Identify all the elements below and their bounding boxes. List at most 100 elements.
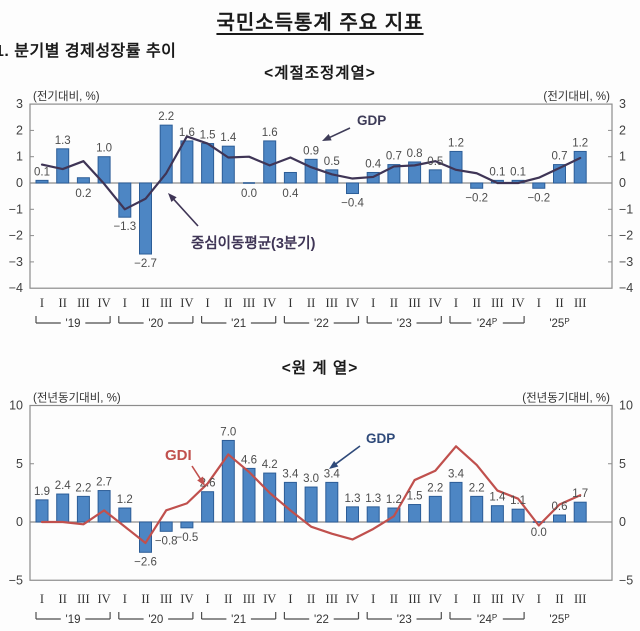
y-tick-label: −4 [9,281,23,295]
ma-label-arrowhead [168,193,177,203]
year-label: '20 [148,318,163,330]
gdp-bar [221,145,235,184]
quarter-label: I [123,592,127,606]
y-tick-label: 0 [619,176,626,190]
y-tick-label: 10 [9,399,23,413]
value-label: 2.2 [158,111,174,123]
value-label: 0.9 [303,145,319,157]
value-label: 1.3 [345,493,361,505]
year-label: '21 [231,614,246,626]
quarter-label: I [537,592,541,606]
y-tick-label: 5 [619,457,626,471]
value-label: 0.1 [510,166,526,178]
gdp-bar [180,140,194,184]
quarter-label: III [491,296,504,310]
quarter-label: III [77,592,90,606]
y-tick-label: 0 [619,515,626,529]
quarter-label: I [288,592,292,606]
value-label: 1.4 [220,132,237,144]
quarter-label: IV [97,592,110,606]
y-tick-label: 2 [16,123,23,137]
y-tick-label: 0 [16,515,23,529]
value-label: 1.2 [448,137,464,149]
gdp-bar [366,506,380,523]
value-label: 1.0 [96,143,112,155]
gdi-label: GDI [165,447,192,464]
y-tick-label: 10 [619,399,633,413]
gdp-bar [263,140,277,184]
value-label: −0.4 [341,198,364,210]
y-tick-label: 0 [16,176,23,190]
value-label: −2.7 [134,258,157,270]
gdp-bar [428,169,442,184]
moving-average-line [40,135,582,211]
quarter-label: II [307,296,315,310]
quarter-label: IV [263,592,276,606]
value-label: 4.2 [262,459,278,471]
value-label: 0.1 [489,166,505,178]
value-label: 1.5 [200,130,216,142]
value-label: 1.1 [510,495,526,507]
value-label: 1.6 [262,127,278,139]
value-label: −0.5 [176,532,199,544]
value-label: 0.1 [34,166,50,178]
quarter-label: III [160,296,173,310]
quarter-label: IV [180,296,193,310]
gdp-bar [573,150,587,184]
quarter-label: I [537,296,541,310]
quarter-label: III [77,296,90,310]
value-label: 3.4 [282,468,299,480]
gdp-bar [553,514,566,523]
y-tick-label: −3 [619,255,633,269]
quarter-label: II [473,296,481,310]
value-label: 0.7 [552,151,568,163]
ma-label-arrow [172,197,199,227]
gdp-bar [387,164,401,184]
value-label: 0.6 [552,501,568,513]
gdp-bar [490,505,504,523]
value-label: 0.4 [282,188,299,200]
quarter-label: III [160,592,173,606]
gdp-bar [573,501,587,523]
y-tick-label: 1 [16,150,23,164]
year-label: '22 [314,318,329,330]
y-tick-label: −2 [9,229,23,243]
value-label: 0.7 [386,151,402,163]
year-label: '24P [477,613,497,626]
quarter-label: IV [346,592,359,606]
value-label: 1.3 [365,493,381,505]
value-label: 0.8 [407,148,423,160]
gdp-bar [346,182,359,195]
quarter-label: II [555,296,563,310]
quarter-label: I [206,592,210,606]
quarter-label: II [141,592,149,606]
gdi-line [40,445,582,545]
section-title: 1. 분기별 경제성장률 추이 [0,43,177,60]
year-label: '23 [397,614,412,626]
value-label: 2.2 [75,482,91,494]
gdp-bar [76,495,90,523]
quarter-label: II [555,592,563,606]
y-tick-label: −1 [619,202,633,216]
unit-label-left: (전년동기대비, %) [33,392,121,405]
quarter-label: I [288,296,292,310]
value-label: 7.0 [220,426,236,438]
quarter-label: IV [429,592,442,606]
quarter-label: III [408,592,421,606]
value-label: 1.4 [489,492,506,504]
gdp-bar [242,467,256,523]
value-label: 0.0 [531,527,547,539]
value-label: 1.2 [117,494,133,506]
y-tick-label: −4 [619,281,633,295]
value-label: 3.0 [303,473,319,485]
value-label: −1.3 [113,221,136,233]
year-label: '22 [314,614,329,626]
gdi-label-arrow [191,465,202,481]
gdp-label-arrowhead [329,460,339,469]
gdp-bar [56,148,70,184]
quarter-label: III [243,296,256,310]
year-label: '23 [397,318,412,330]
y-tick-label: 1 [619,150,626,164]
gdp-bar [470,182,484,189]
